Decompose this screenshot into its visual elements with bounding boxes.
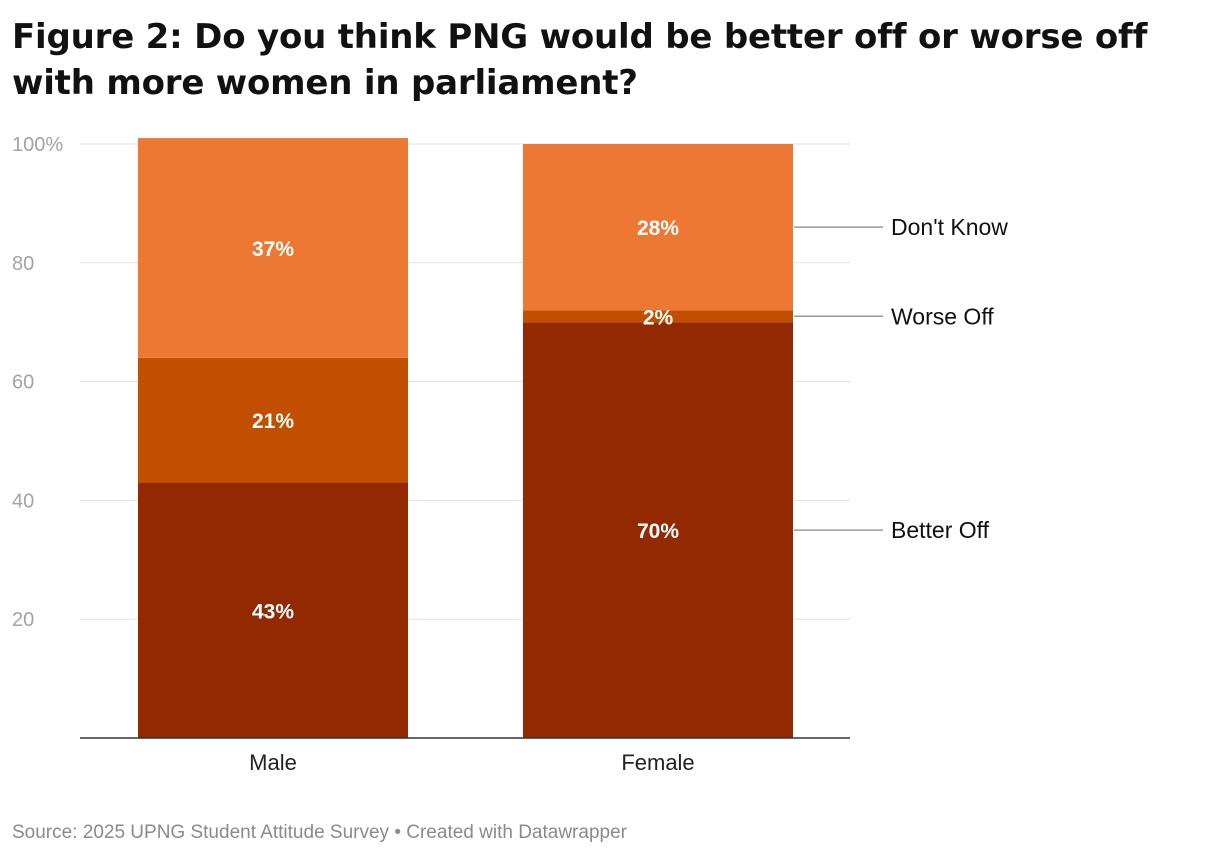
bar-male-worse-off xyxy=(138,357,408,483)
data-label-male-worse-off: 21% xyxy=(252,410,294,433)
y-tick-label-40: 40 xyxy=(12,490,34,512)
legend-label-don-t-know: Don't Know xyxy=(891,214,1008,240)
data-label-female-better-off: 70% xyxy=(637,520,679,543)
source-note: Source: 2025 UPNG Student Attitude Surve… xyxy=(12,822,627,843)
y-tick-label-20: 20 xyxy=(12,609,34,631)
bar-male-better-off xyxy=(138,482,408,738)
legend-label-worse-off: Worse Off xyxy=(891,303,994,329)
legend-label-better-off: Better Off xyxy=(891,517,990,543)
chart-title: Figure 2: Do you think PNG would be bett… xyxy=(12,17,1148,103)
bars xyxy=(138,138,793,738)
x-category-label-female: Female xyxy=(621,750,694,775)
y-tick-label-60: 60 xyxy=(12,372,34,394)
data-label-male-don-t-know: 37% xyxy=(252,238,294,261)
bar-female-worse-off xyxy=(523,310,793,323)
data-label-male-better-off: 43% xyxy=(252,600,294,623)
y-tick-label-100: 100% xyxy=(12,134,63,156)
legend: Better Off Worse Off Don't Know xyxy=(794,214,1008,543)
bar-female-better-off xyxy=(523,322,793,738)
data-label-female-don-t-know: 28% xyxy=(637,217,679,240)
y-tick-label-80: 80 xyxy=(12,253,34,275)
data-labels: 43% 21% 37% 70% 2% 28% xyxy=(252,217,679,623)
bar-male-don-t-know xyxy=(138,138,408,358)
axes: 20 40 60 80 100% Male Female xyxy=(12,134,850,775)
data-label-female-worse-off: 2% xyxy=(643,306,674,329)
x-category-label-male: Male xyxy=(249,750,297,775)
bar-female-don-t-know xyxy=(523,144,793,311)
